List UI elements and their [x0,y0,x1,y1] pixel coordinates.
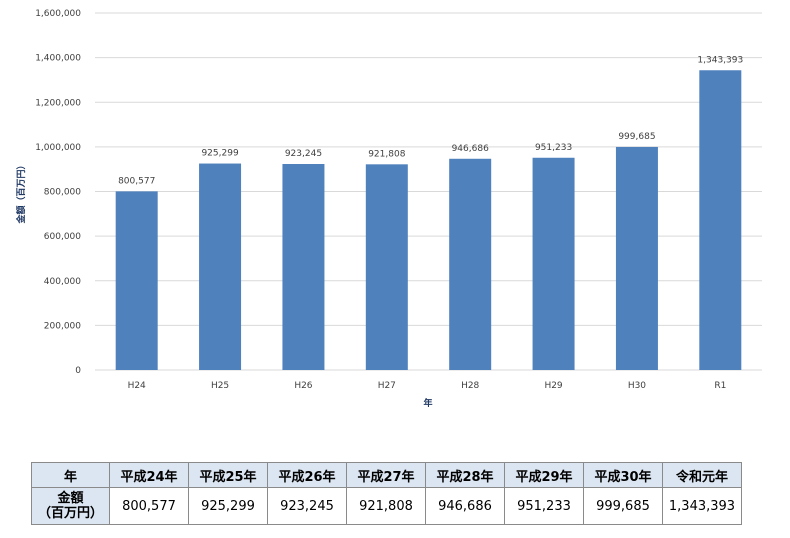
data-label: 925,299 [201,149,238,159]
table-column-header: 平成24年 [109,462,189,488]
x-tick-label: H26 [294,381,312,391]
data-label: 999,685 [618,132,655,142]
table-row: 金額 （百万円） 800,577 925,299 923,245 921,808 … [31,487,742,525]
table-column-header: 平成28年 [425,462,505,488]
table-column-header: 平成29年 [504,462,584,488]
y-tick-label: 1,000,000 [35,143,81,153]
table-column-header: 平成26年 [267,462,347,488]
table-column-header: 平成30年 [583,462,663,488]
table-cell: 921,808 [346,487,426,525]
data-label: 921,808 [368,149,405,159]
x-tick-label: H29 [544,381,562,391]
table-column-header: 平成25年 [188,462,268,488]
x-tick-label: H25 [211,381,229,391]
bar [115,191,158,370]
table-cell: 999,685 [583,487,663,525]
row-label-line1: 金額 [57,491,84,506]
x-tick-label: H24 [128,381,146,391]
table-column-header: 令和元年 [662,462,742,488]
y-tick-label: 1,600,000 [35,9,81,19]
table-cell: 925,299 [188,487,268,525]
bar [449,158,492,370]
table-row-label: 金額 （百万円） [31,487,110,525]
row-label-line2: （百万円） [37,506,103,521]
table-cell: 946,686 [425,487,505,525]
data-label: 923,245 [285,149,322,159]
y-axis-title: 金額（百万円） [15,160,27,224]
table-header-row: 年 平成24年 平成25年 平成26年 平成27年 平成28年 平成29年 平成… [31,462,742,488]
y-tick-label: 1,200,000 [35,98,81,108]
bar [365,164,408,370]
y-tick-label: 1,400,000 [35,54,81,64]
bar [282,164,325,370]
table-cell: 800,577 [109,487,189,525]
table-cell: 923,245 [267,487,347,525]
data-label: 946,686 [452,144,489,154]
data-label: 951,233 [535,143,572,153]
table-cell: 1,343,393 [662,487,742,525]
x-tick-label: H27 [378,381,396,391]
bar-chart: 0 200,000 400,000 600,000 800,000 1,000,000 1,… [15,9,762,409]
y-tick-labels: 0 200,000 400,000 600,000 800,000 1,000,000 1,… [35,9,81,376]
x-tick-label: H28 [461,381,479,391]
y-tick-label: 200,000 [44,321,81,331]
bar [615,146,658,370]
table-header-label: 年 [31,462,110,488]
data-labels: 800,577 925,299 923,245 921,808 946,686 951,2… [118,55,743,186]
x-tick-label: H30 [628,381,646,391]
gridlines [95,12,762,371]
data-label: 1,343,393 [697,55,743,65]
y-tick-label: 400,000 [44,277,81,287]
bars [115,70,742,371]
x-tick-labels: H24 H25 H26 H27 H28 H29 H30 R1 [128,381,727,391]
data-table: 年 平成24年 平成25年 平成26年 平成27年 平成28年 平成29年 平成… [31,462,742,525]
y-tick-label: 0 [75,366,81,376]
y-tick-label: 600,000 [44,232,81,242]
y-tick-label: 800,000 [44,188,81,198]
bar [199,163,242,370]
bar [699,70,742,371]
data-label: 800,577 [118,176,155,186]
table-cell: 951,233 [504,487,584,525]
bar [532,157,575,370]
x-axis-title: 年 [423,397,432,409]
x-tick-label: R1 [714,381,726,391]
table-column-header: 平成27年 [346,462,426,488]
